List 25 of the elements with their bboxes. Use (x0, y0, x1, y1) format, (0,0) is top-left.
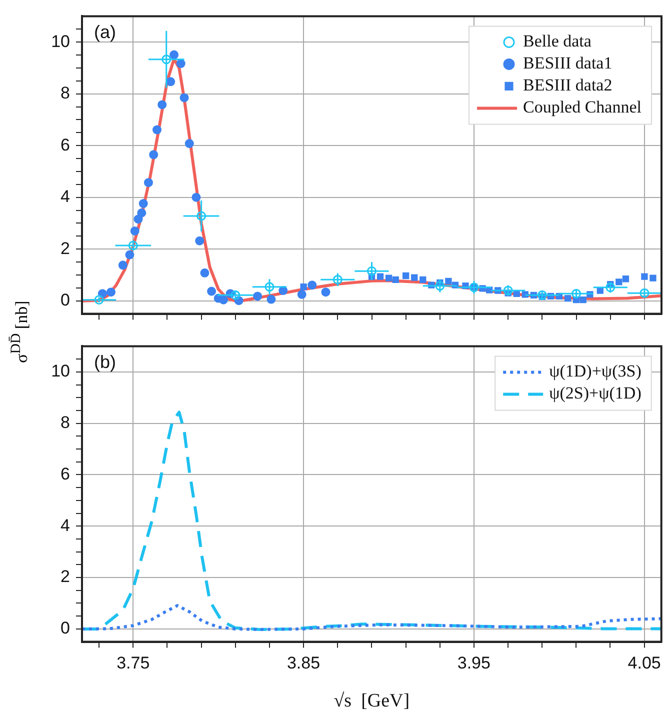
x-tick-label: 3.85 (286, 654, 320, 673)
legend-label: Coupled Channel (522, 98, 642, 117)
annotation: (b) (94, 352, 116, 372)
y-tick-label: 10 (51, 362, 70, 381)
y-tick-label: 6 (60, 135, 70, 154)
y-tick-label: 2 (60, 567, 70, 586)
y-tick-label: 6 (60, 464, 70, 484)
x-tick-label: 4.05 (628, 654, 661, 673)
legend-label: ψ(1D)+ψ(3S) (549, 362, 642, 381)
legend-label: ψ(2S)+ψ(1D) (549, 384, 642, 403)
legend-label: BESIII data2 (522, 76, 612, 95)
x-axis-title: √s [GeV] (334, 690, 410, 712)
y-tick-label: 8 (60, 413, 70, 432)
legend-label: BESIII data1 (522, 54, 612, 73)
y-tick-label: 4 (60, 187, 70, 206)
y-tick-label: 0 (60, 618, 70, 638)
x-tick-label: 3.75 (116, 654, 150, 673)
y-tick-label: 8 (60, 84, 70, 103)
y-tick-label: 4 (60, 516, 70, 535)
legend-label: Belle data (522, 32, 592, 51)
y-tick-label: 10 (51, 32, 70, 51)
y-tick-label: 0 (60, 290, 70, 310)
y-tick-label: 2 (60, 238, 70, 258)
annotation: (a) (94, 22, 116, 42)
x-tick-label: 3.95 (457, 654, 490, 673)
